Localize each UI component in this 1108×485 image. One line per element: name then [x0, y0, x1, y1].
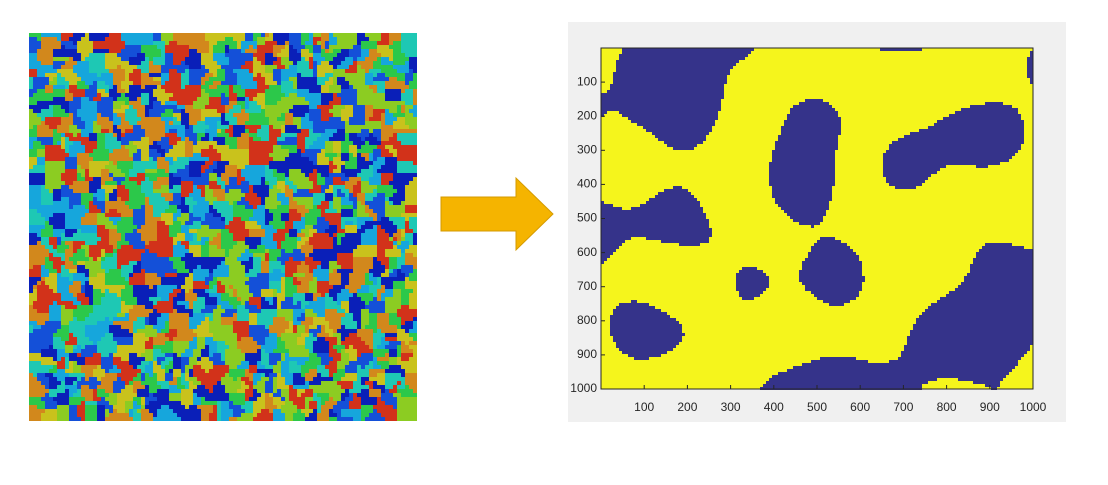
y-tick-label: 300 — [577, 142, 597, 156]
image-background — [601, 48, 1033, 390]
x-tick-label: 700 — [893, 400, 913, 414]
x-tick-label: 800 — [937, 400, 957, 414]
y-tick-label: 900 — [577, 347, 597, 361]
x-tick-label: 400 — [764, 400, 784, 414]
grain-color — [29, 33, 417, 421]
ticks: 100 200 300 400 500 600 700 800 900 1000 100 200 300… — [570, 74, 1046, 414]
x-tick-label: 100 — [634, 400, 654, 414]
y-tick-label: 800 — [577, 313, 597, 327]
grain-map — [29, 33, 417, 421]
binary-image — [601, 48, 1033, 390]
x-tick-label: 200 — [677, 400, 697, 414]
x-tick-label: 1000 — [1020, 400, 1047, 414]
y-tick-label: 700 — [577, 279, 597, 293]
grain-color — [29, 33, 413, 421]
grain-color — [29, 33, 417, 421]
x-tick-label: 500 — [807, 400, 827, 414]
x-tick-label: 900 — [980, 400, 1000, 414]
y-tick-label: 1000 — [570, 381, 597, 395]
grain-color — [29, 33, 417, 421]
y-tick-label: 200 — [577, 108, 597, 122]
y-tick-label: 400 — [577, 177, 597, 191]
y-tick-label: 600 — [577, 245, 597, 259]
x-tick-label: 300 — [721, 400, 741, 414]
x-tick-label: 600 — [850, 400, 870, 414]
grain-color — [29, 33, 417, 421]
grain-color — [29, 33, 417, 421]
grain-color — [29, 33, 417, 421]
y-tick-label: 100 — [577, 74, 597, 88]
arrow — [440, 176, 554, 252]
y-tick-label: 500 — [577, 211, 597, 225]
